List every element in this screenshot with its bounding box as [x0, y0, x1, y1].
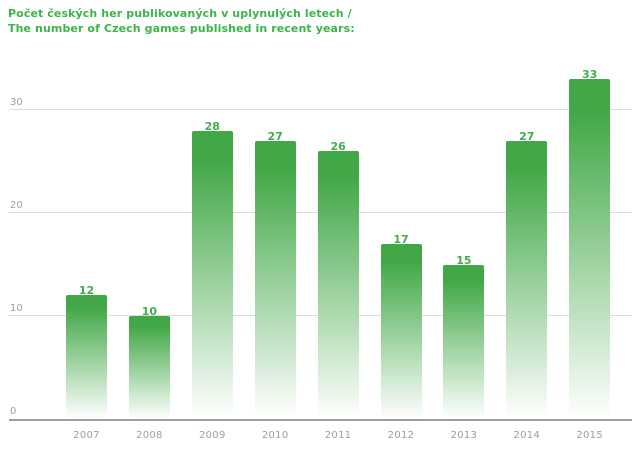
y-tick-label: 20 [10, 200, 23, 211]
y-tick-label: 0 [10, 406, 17, 417]
bar-value-label: 17 [393, 232, 409, 246]
bar-value-label: 10 [141, 305, 158, 318]
bar-value-label: 28 [204, 119, 220, 133]
bar [443, 264, 485, 419]
y-tick-label: 10 [10, 303, 23, 314]
x-tick-label: 2008 [136, 430, 163, 441]
x-axis-line [9, 419, 632, 421]
x-tick-label: 2010 [261, 430, 289, 441]
x-tick-label: 2012 [387, 430, 415, 441]
bar [569, 79, 611, 419]
x-tick-label: 2014 [513, 430, 541, 441]
plot-area: 0 10 20 30 12 2007 10 2008 28 2009 27 2010 26 2011 17 2… [9, 0, 632, 441]
bar-value-label: 33 [582, 68, 598, 82]
bar-value-label: 27 [267, 129, 283, 143]
bar-value-label: 27 [519, 129, 535, 143]
bar [191, 130, 233, 419]
x-tick-label: 2007 [73, 430, 100, 441]
gridline [9, 109, 632, 110]
bar-value-label: 15 [456, 253, 472, 267]
chart-title-line1: Počet českých her publikovaných v uplynu… [8, 7, 352, 20]
bar [254, 140, 296, 419]
bar-value-label: 12 [78, 284, 95, 298]
x-tick-label: 2009 [198, 430, 226, 441]
bar [128, 316, 170, 419]
bar [66, 295, 107, 419]
bar [380, 243, 422, 419]
bar [506, 140, 548, 419]
chart-title: Počet českých her publikovaných v uplynu… [8, 6, 355, 36]
y-tick-label: 30 [10, 97, 23, 108]
chart-title-line2: The number of Czech games published in r… [8, 22, 355, 35]
bar-value-label: 26 [330, 140, 346, 154]
x-tick-label: 2011 [324, 430, 352, 441]
x-tick-label: 2015 [576, 430, 604, 441]
bar [317, 151, 359, 419]
x-tick-label: 2013 [450, 430, 478, 441]
